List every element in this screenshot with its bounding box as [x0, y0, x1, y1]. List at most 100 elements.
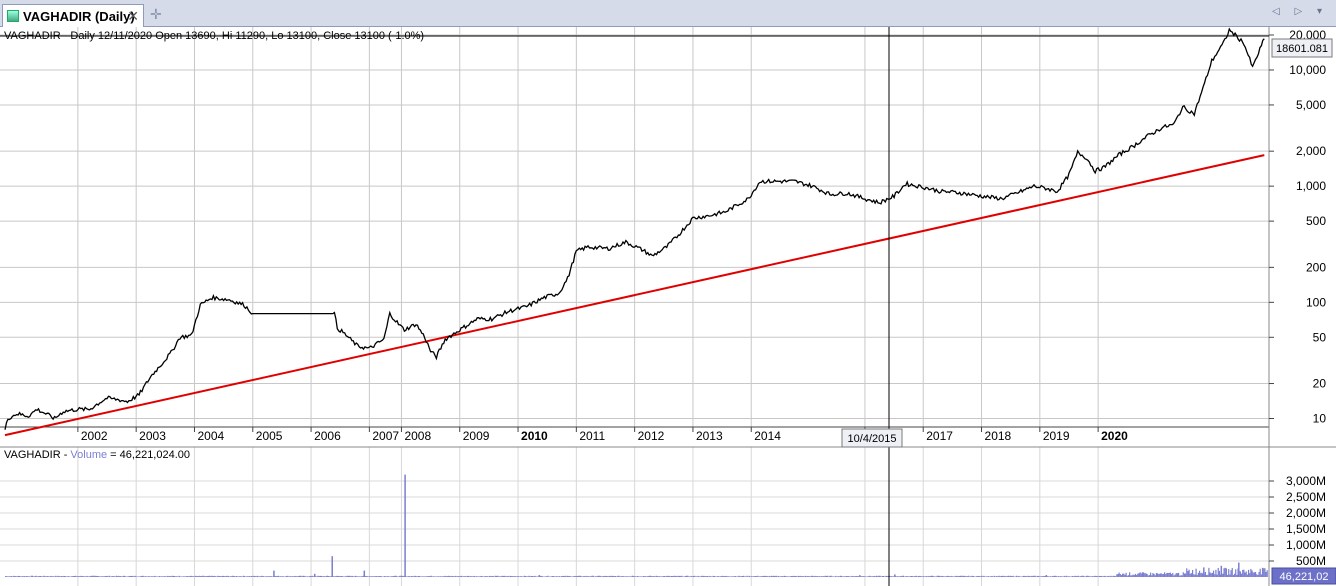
- volume-bar: [935, 576, 937, 577]
- volume-bar: [31, 575, 34, 577]
- volume-bar: [921, 576, 923, 577]
- volume-bar: [1055, 575, 1057, 577]
- volume-bar: [990, 576, 992, 577]
- volume-bar: [540, 575, 542, 577]
- volume-bar: [790, 576, 793, 577]
- volume-bar: [638, 576, 640, 577]
- volume-bar: [936, 575, 938, 577]
- volume-bar: [452, 576, 454, 577]
- volume-bar: [373, 576, 375, 577]
- volume-bar: [470, 575, 472, 577]
- volume-bar: [643, 576, 646, 577]
- volume-bar: [574, 576, 576, 577]
- volume-bar: [1064, 576, 1067, 577]
- volume-bar: [212, 576, 214, 577]
- volume-bar: [1110, 575, 1112, 577]
- volume-bar: [102, 576, 105, 577]
- volume-bar: [1230, 570, 1232, 577]
- x-tick-label: 2009: [463, 429, 490, 443]
- volume-bar: [716, 576, 718, 577]
- volume-bar: [626, 576, 628, 577]
- volume-bar: [283, 576, 285, 577]
- volume-bar: [505, 576, 507, 577]
- volume-bar: [316, 576, 318, 577]
- volume-bar: [1250, 568, 1252, 577]
- volume-bar: [1015, 575, 1018, 577]
- volume-bar: [458, 576, 460, 577]
- volume-bar: [108, 575, 110, 577]
- volume-bar: [807, 575, 809, 577]
- volume-bar: [857, 576, 859, 577]
- volume-bar: [306, 576, 309, 577]
- volume-bar: [1136, 575, 1138, 577]
- volume-bar: [366, 576, 368, 577]
- volume-bar: [320, 575, 323, 577]
- volume-bar: [261, 575, 263, 577]
- volume-bar: [456, 576, 458, 577]
- volume-bar: [322, 576, 324, 577]
- volume-bar: [1232, 575, 1234, 577]
- chart-icon: [7, 10, 19, 22]
- volume-bar: [1201, 572, 1203, 577]
- volume-bar: [748, 575, 751, 577]
- tab-nav-arrows[interactable]: ◁ ▷ ▾: [1272, 6, 1328, 17]
- close-icon[interactable]: ✕: [127, 8, 139, 24]
- volume-bar: [914, 576, 916, 577]
- volume-bar: [234, 576, 236, 577]
- volume-bar: [371, 576, 373, 577]
- volume-bar: [6, 576, 8, 577]
- volume-bar: [80, 575, 82, 577]
- volume-spike: [1121, 575, 1123, 577]
- volume-bar: [1176, 573, 1179, 577]
- volume-bar: [252, 576, 254, 577]
- chart-tab[interactable]: VAGHADIR (Daily) ✕: [2, 4, 144, 27]
- volume-bar: [767, 576, 769, 577]
- volume-bar: [647, 576, 649, 577]
- volume-spike: [1203, 567, 1205, 577]
- trend-line[interactable]: [4, 154, 1265, 437]
- volume-bar: [986, 576, 988, 577]
- volume-bar: [65, 576, 67, 577]
- volume-bar: [674, 575, 676, 577]
- volume-bar: [508, 576, 510, 577]
- volume-bar: [380, 576, 382, 577]
- volume-bar: [353, 576, 355, 577]
- volume-bar: [1167, 573, 1169, 577]
- chart-area[interactable]: 2002 2003 2004 2005 2006 2007 2008 2009 2010 2011…: [0, 27, 1336, 586]
- volume-bar: [653, 576, 655, 577]
- volume-bar: [808, 576, 810, 577]
- volume-bar: [583, 575, 585, 577]
- volume-bar: [962, 575, 964, 577]
- volume-bar: [731, 576, 733, 577]
- volume-bar: [350, 576, 352, 577]
- volume-bar: [1225, 568, 1228, 577]
- volume-bar: [113, 576, 115, 577]
- volume-bar: [73, 576, 75, 577]
- volume-bar: [193, 576, 196, 577]
- volume-bar: [376, 576, 379, 577]
- volume-bar: [276, 576, 278, 577]
- volume-bar: [1019, 576, 1021, 577]
- volume-bar: [28, 576, 30, 577]
- price-line[interactable]: [4, 27, 1265, 430]
- volume-bar: [1244, 572, 1246, 577]
- volume-bar: [607, 576, 610, 577]
- add-tab-icon[interactable]: ✛: [150, 6, 162, 22]
- cursor-date-box: 10/4/2015: [841, 428, 903, 448]
- volume-bar: [167, 575, 169, 577]
- volume-bar: [200, 576, 203, 577]
- volume-bar: [174, 576, 176, 577]
- volume-bar: [1177, 572, 1180, 577]
- volume-bar: [1054, 575, 1056, 577]
- volume-bar: [1179, 575, 1181, 577]
- y-tick-label: 10,000: [1289, 63, 1326, 77]
- volume-bar: [460, 575, 463, 577]
- volume-bar: [1193, 574, 1195, 577]
- volume-bar: [856, 575, 858, 577]
- volume-bar: [340, 576, 343, 577]
- volume-bar: [56, 576, 58, 577]
- volume-bar: [359, 576, 361, 577]
- volume-bar: [42, 576, 44, 577]
- volume-bar: [184, 576, 186, 577]
- volume-bar: [553, 576, 555, 577]
